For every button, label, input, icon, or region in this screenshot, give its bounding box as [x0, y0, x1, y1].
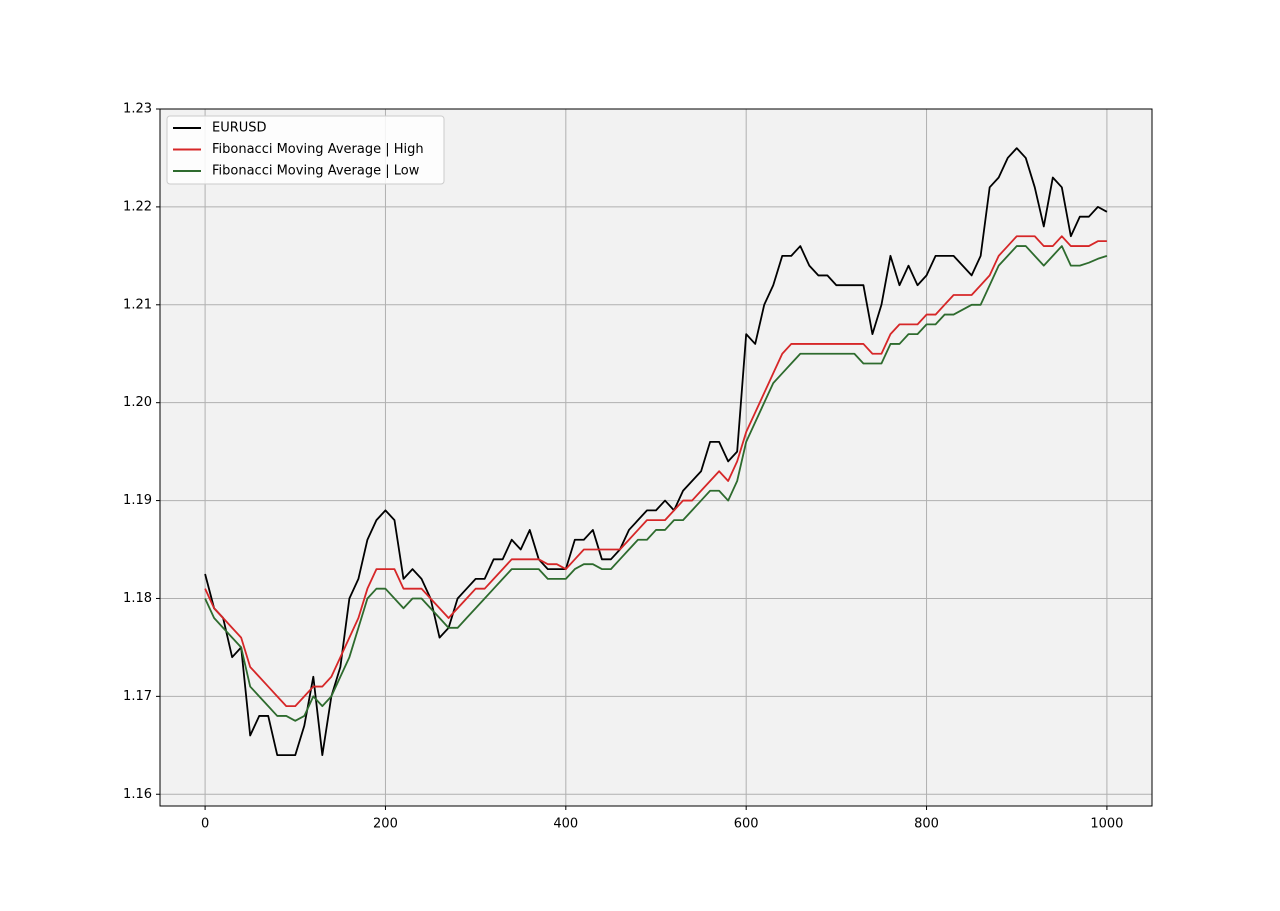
x-tick-label: 600 [734, 817, 759, 832]
y-tick-label: 1.22 [123, 199, 152, 214]
x-tick-label: 800 [914, 817, 939, 832]
plot-border [159, 108, 1153, 807]
legend-label: EURUSD [212, 121, 267, 136]
y-tick-label: 1.16 [123, 787, 152, 802]
series-line [204, 235, 1107, 708]
y-tick-label: 1.20 [123, 395, 152, 410]
y-tick-label: 1.17 [123, 689, 152, 704]
y-tick-label: 1.18 [123, 591, 152, 606]
y-tick-label: 1.21 [123, 297, 152, 312]
y-tick-label: 1.19 [123, 493, 152, 508]
plot-area [160, 109, 1152, 806]
legend-label: Fibonacci Moving Average | High [212, 142, 424, 157]
series-line [204, 147, 1108, 756]
legend-box [166, 115, 445, 185]
x-tick-label: 400 [553, 817, 578, 832]
series-line [204, 245, 1108, 722]
x-tick-label: 200 [373, 817, 398, 832]
x-tick-label: 0 [201, 817, 209, 832]
x-tick-label: 1000 [1090, 817, 1123, 832]
y-tick-label: 1.23 [123, 102, 152, 117]
legend-label: Fibonacci Moving Average | Low [212, 164, 420, 179]
